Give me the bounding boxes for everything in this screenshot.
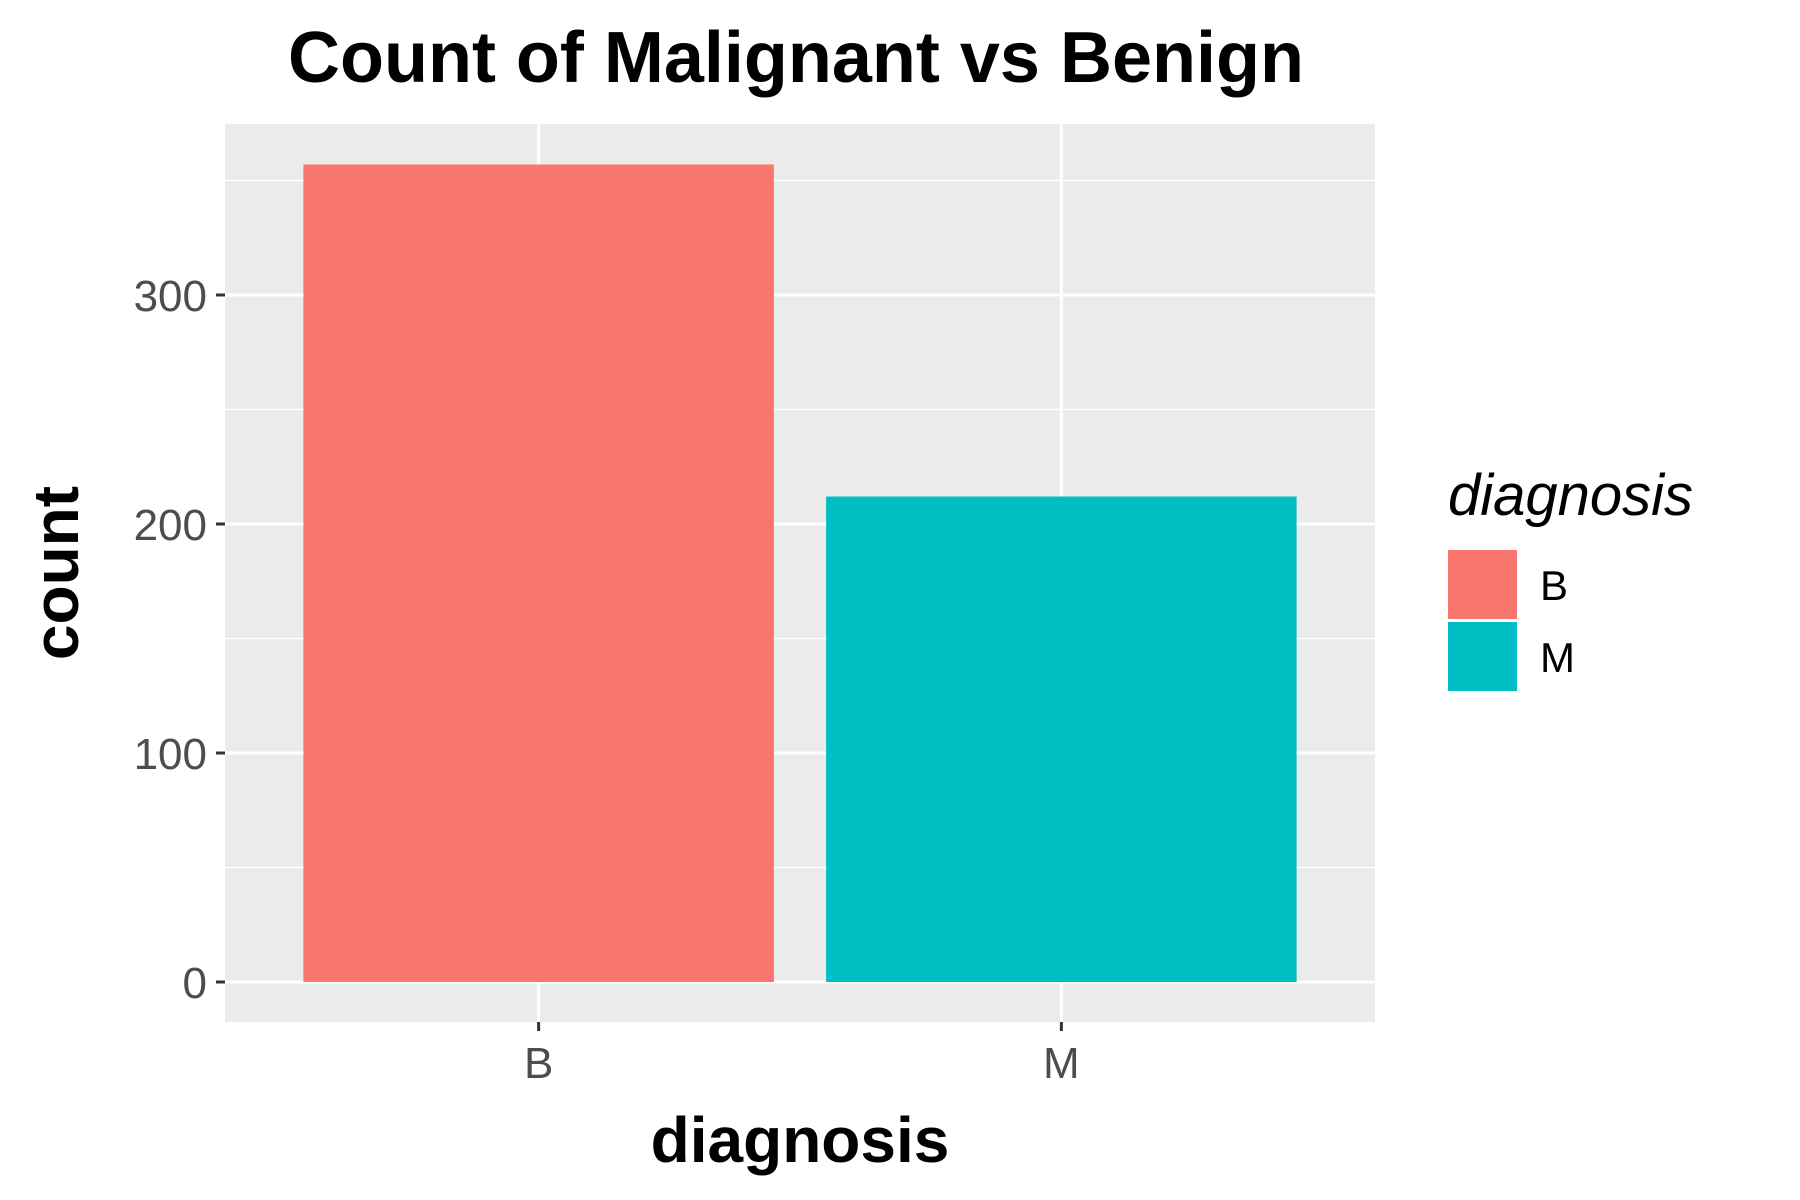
legend-title: diagnosis: [1448, 463, 1693, 528]
x-tick-label: B: [524, 1039, 553, 1088]
bars: [303, 164, 1297, 983]
x-axis-title: diagnosis: [651, 1104, 950, 1176]
legend-items: BM: [1448, 550, 1575, 691]
legend-label: M: [1540, 634, 1575, 681]
legend: diagnosis BM: [1448, 463, 1693, 691]
legend-key-M: [1448, 622, 1517, 691]
y-tick-label: 300: [134, 272, 207, 321]
bar-B: [303, 164, 774, 983]
y-axis: 0 100 200 300: [134, 272, 225, 1008]
y-axis-title: count: [20, 486, 92, 660]
bar-M: [826, 496, 1297, 982]
legend-key-B: [1448, 550, 1517, 619]
legend-label: B: [1540, 562, 1568, 609]
y-tick-label: 200: [134, 501, 207, 550]
y-tick-label: 0: [183, 959, 207, 1008]
x-tick-label: M: [1043, 1039, 1080, 1088]
chart-title: Count of Malignant vs Benign: [288, 18, 1304, 98]
y-tick-label: 100: [134, 730, 207, 779]
